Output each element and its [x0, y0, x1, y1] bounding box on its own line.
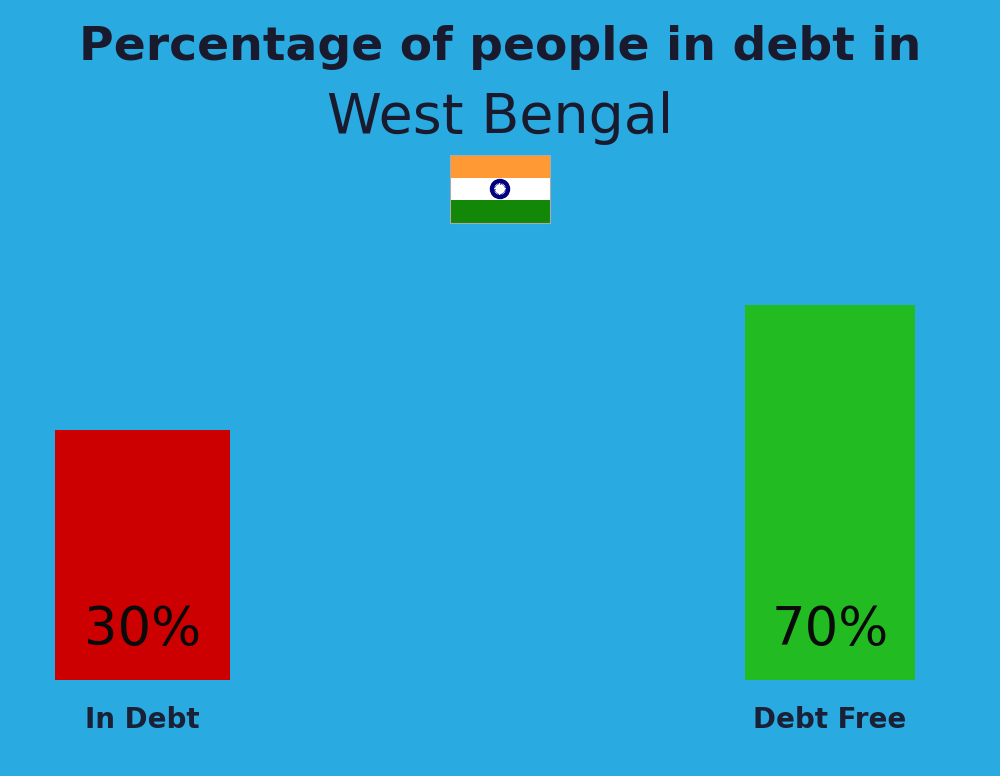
- Bar: [55, 430, 230, 680]
- Bar: [745, 305, 915, 680]
- Text: 30%: 30%: [84, 604, 201, 656]
- Text: In Debt: In Debt: [85, 706, 200, 734]
- Text: 70%: 70%: [771, 604, 889, 656]
- Text: West Bengal: West Bengal: [327, 91, 673, 145]
- Text: Debt Free: Debt Free: [753, 706, 907, 734]
- Circle shape: [495, 184, 505, 194]
- Circle shape: [490, 179, 510, 199]
- Bar: [450, 178, 550, 200]
- Bar: [450, 155, 550, 178]
- Text: Percentage of people in debt in: Percentage of people in debt in: [79, 26, 921, 71]
- Bar: [450, 155, 550, 223]
- Bar: [450, 200, 550, 223]
